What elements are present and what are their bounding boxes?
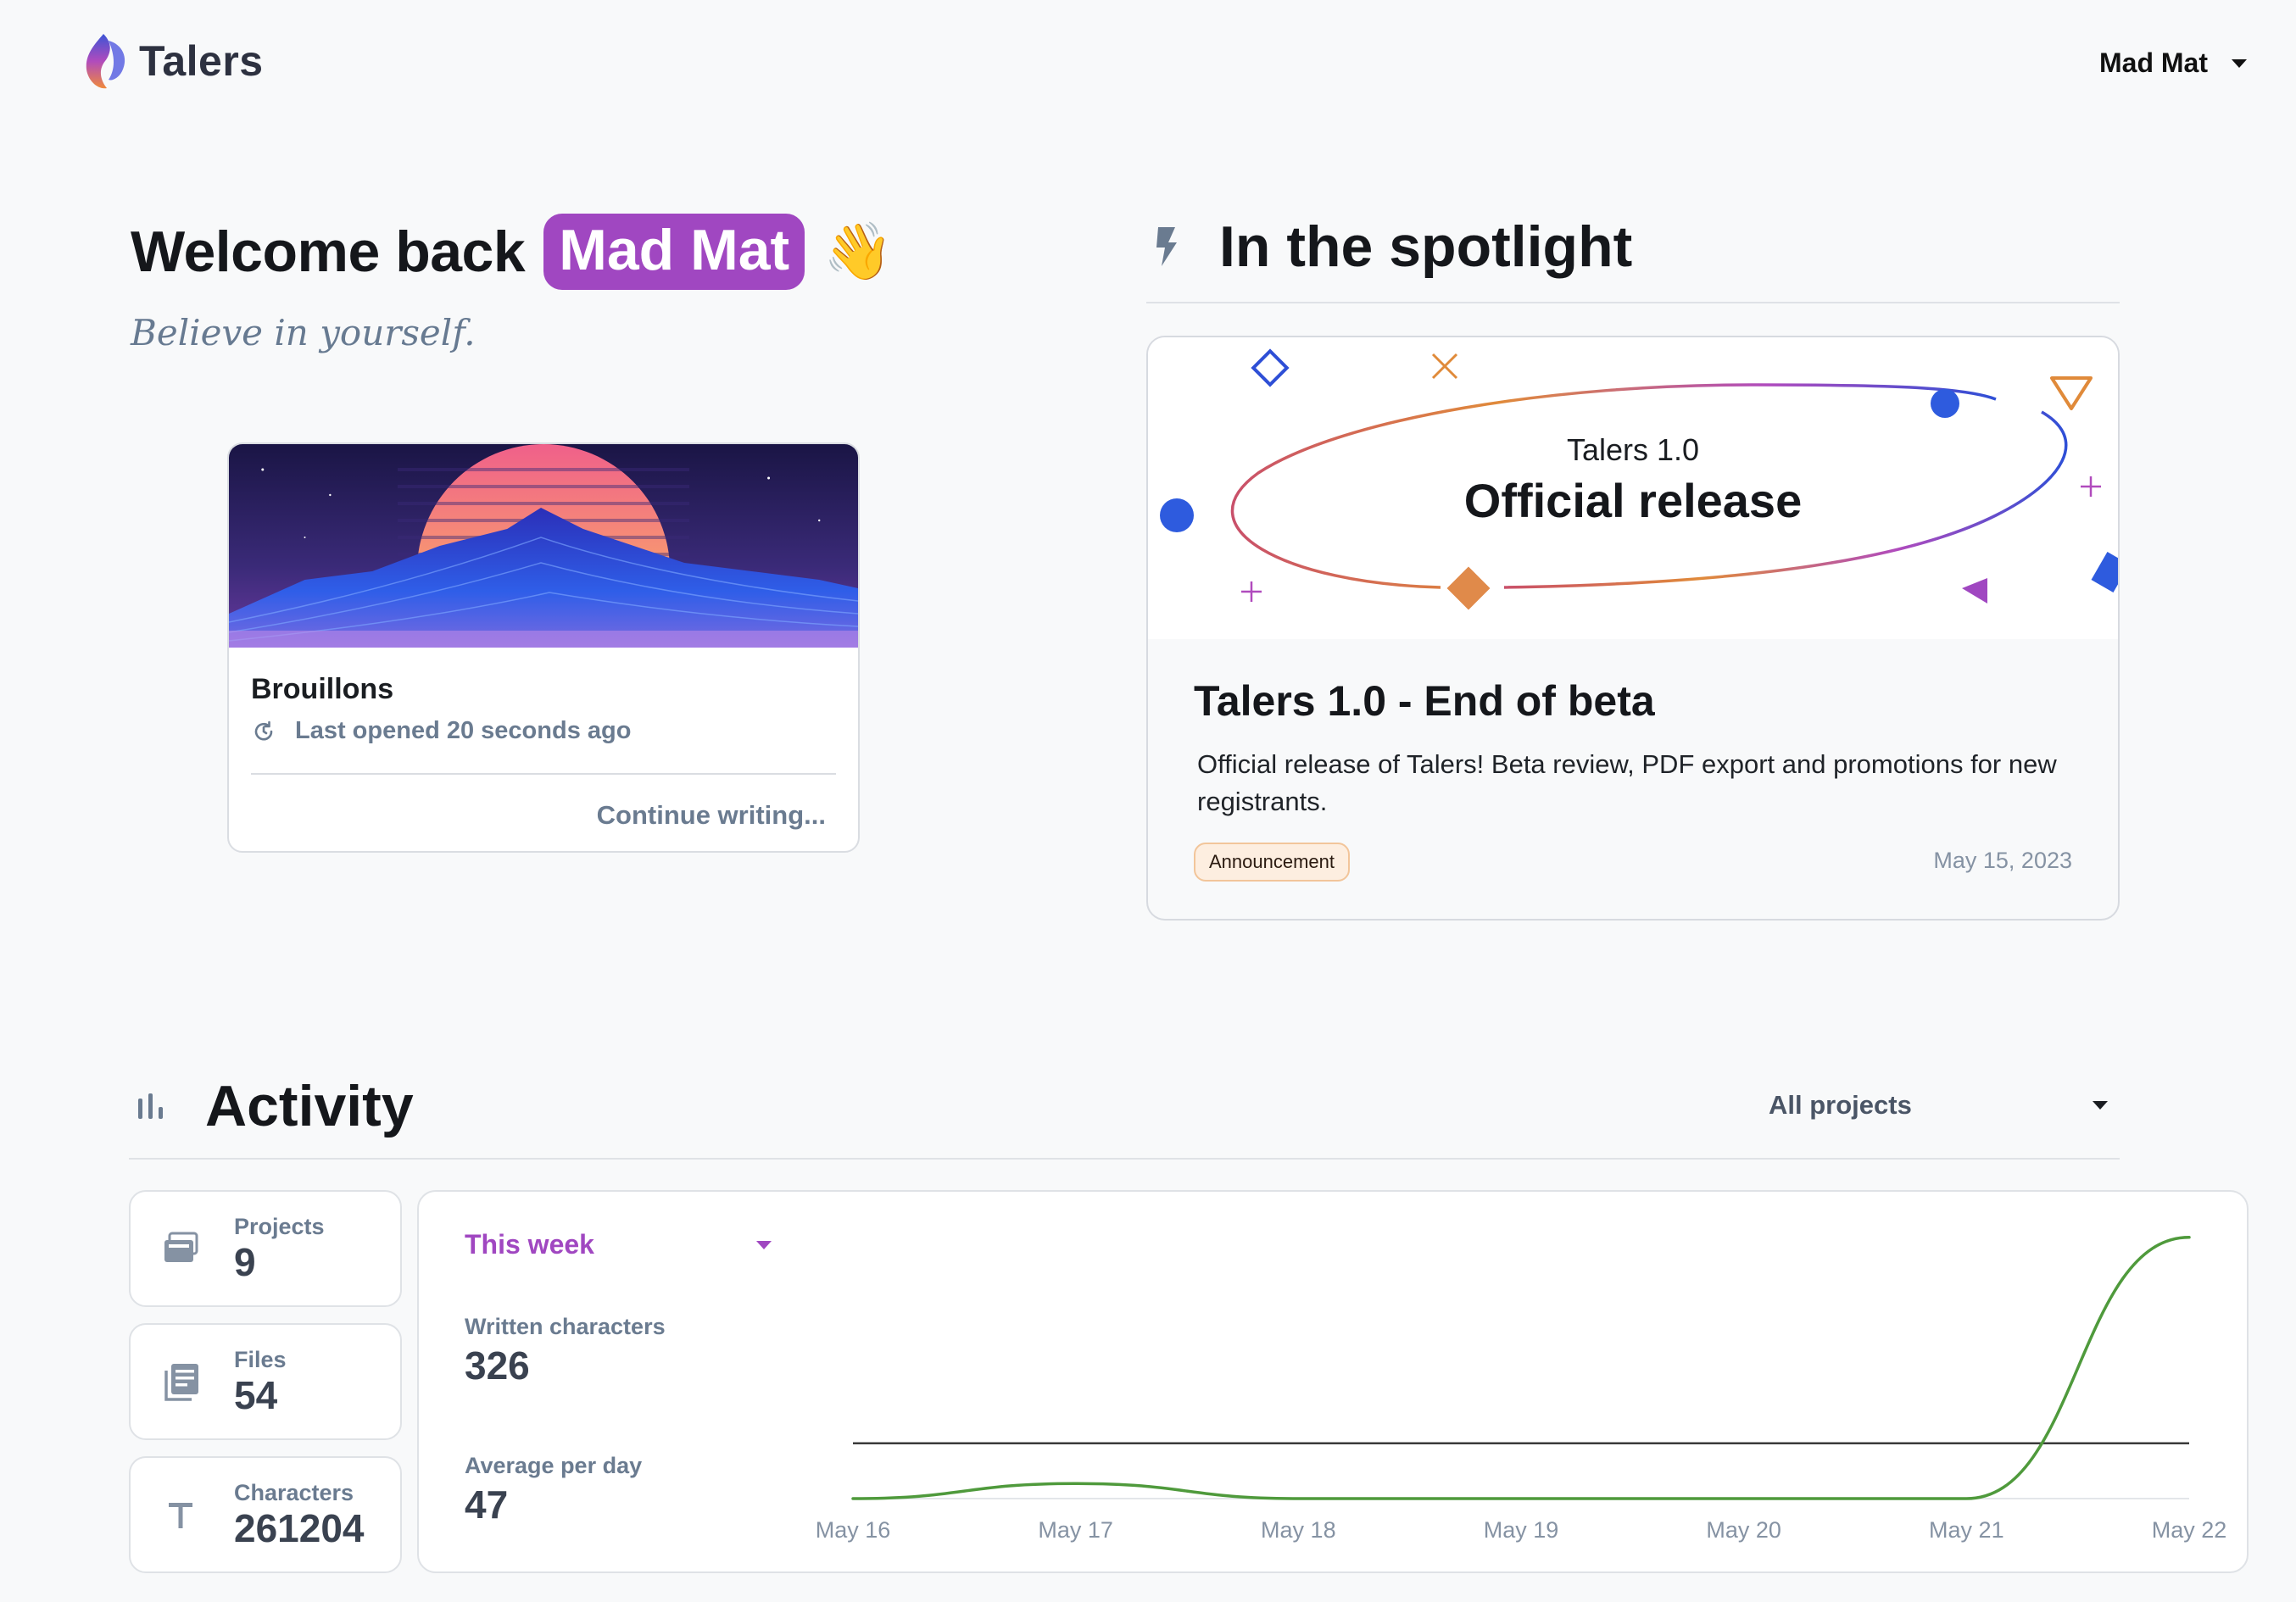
- written-characters-value: 326: [465, 1343, 530, 1388]
- article-tag-badge: Announcement: [1194, 843, 1350, 882]
- x-tick-label: May 19: [1484, 1517, 1559, 1543]
- stat-card-files: Files 54: [129, 1323, 402, 1440]
- x-tick-label: May 18: [1261, 1517, 1336, 1543]
- x-tick-label: May 21: [1929, 1517, 2004, 1543]
- spotlight-article-card[interactable]: Talers 1.0 Official release Talers 1.0 -…: [1146, 336, 2120, 921]
- stat-label: Files: [234, 1346, 287, 1372]
- project-filter-select[interactable]: All projects: [1769, 1090, 2108, 1121]
- project-title: Brouillons: [251, 673, 394, 705]
- banner-title: Official release: [1463, 474, 1803, 527]
- user-name: Mad Mat: [2099, 47, 2208, 78]
- activity-title: Activity: [205, 1074, 414, 1138]
- last-opened-text: Last opened 20 seconds ago: [295, 717, 632, 744]
- series-line: [851, 1236, 2191, 1500]
- lightning-icon: [1156, 227, 1177, 266]
- chevron-down-icon: [2232, 58, 2247, 68]
- project-last-opened: Last opened 20 seconds ago: [251, 717, 631, 745]
- divider: [129, 1158, 2120, 1160]
- stat-label: Characters: [234, 1479, 354, 1505]
- user-name-highlight: Mad Mat: [543, 214, 805, 290]
- app-logo[interactable]: Talers: [80, 29, 264, 93]
- document-list-icon: [159, 1360, 202, 1403]
- stat-value: 54: [234, 1372, 278, 1417]
- article-date: May 15, 2023: [1933, 848, 2072, 873]
- stat-card-characters: Characters 261204: [129, 1456, 402, 1573]
- user-menu[interactable]: Mad Mat: [2099, 47, 2247, 79]
- text-t-icon: [159, 1494, 202, 1536]
- average-per-day-label: Average per day: [465, 1453, 643, 1478]
- article-description: Official release of Talers! Beta review,…: [1197, 749, 2057, 816]
- x-tick-label: May 22: [2152, 1517, 2227, 1543]
- continue-writing-link[interactable]: Continue writing...: [596, 800, 826, 830]
- bar-chart-icon: [138, 1093, 163, 1119]
- stack-icon: [159, 1227, 202, 1270]
- period-filter-select[interactable]: This week: [465, 1229, 772, 1260]
- banner-subtitle: Talers 1.0: [1566, 432, 1700, 467]
- spotlight-banner: Talers 1.0 Official release: [1148, 337, 2118, 639]
- project-filter-value: All projects: [1769, 1090, 1912, 1120]
- stat-value: 261204: [234, 1505, 365, 1550]
- recent-project-card[interactable]: Brouillons Last opened 20 seconds ago Co…: [227, 442, 860, 853]
- chevron-down-icon: [756, 1240, 772, 1249]
- waving-hand-icon: 👋: [823, 220, 894, 282]
- activity-chart-card: This week Written characters 326 Average…: [417, 1190, 2249, 1573]
- x-tick-label: May 16: [816, 1517, 891, 1543]
- activity-line-chart: May 16 May 17 May 18 May 19 May 20 May 21 May …: [816, 1236, 2227, 1543]
- butterfly-logo-icon: [86, 34, 125, 89]
- stat-card-projects: Projects 9: [129, 1190, 402, 1307]
- project-cover-image: [229, 444, 858, 648]
- app-name: Talers: [139, 37, 264, 85]
- spotlight-title: In the spotlight: [1219, 214, 1633, 279]
- written-characters-label: Written characters: [465, 1314, 666, 1339]
- welcome-heading: Welcome back Mad Mat 👋: [131, 214, 893, 290]
- banner-decoration: [1160, 348, 2118, 610]
- tagline: Believe in yourself.: [131, 312, 476, 353]
- article-title: Talers 1.0 - End of beta: [1194, 677, 1655, 725]
- stat-value: 9: [234, 1239, 256, 1284]
- spotlight-heading: In the spotlight: [1153, 214, 1632, 280]
- activity-heading: Activity: [136, 1073, 414, 1139]
- history-clock-icon: [254, 720, 273, 740]
- average-per-day-value: 47: [465, 1482, 509, 1527]
- divider: [1146, 302, 2120, 303]
- period-filter-value: This week: [465, 1229, 594, 1260]
- chevron-down-icon: [2093, 1101, 2108, 1110]
- divider: [251, 773, 836, 775]
- x-tick-label: May 17: [1038, 1517, 1113, 1543]
- x-tick-label: May 20: [1706, 1517, 1781, 1543]
- stat-label: Projects: [234, 1213, 325, 1239]
- welcome-text: Welcome back: [131, 220, 526, 284]
